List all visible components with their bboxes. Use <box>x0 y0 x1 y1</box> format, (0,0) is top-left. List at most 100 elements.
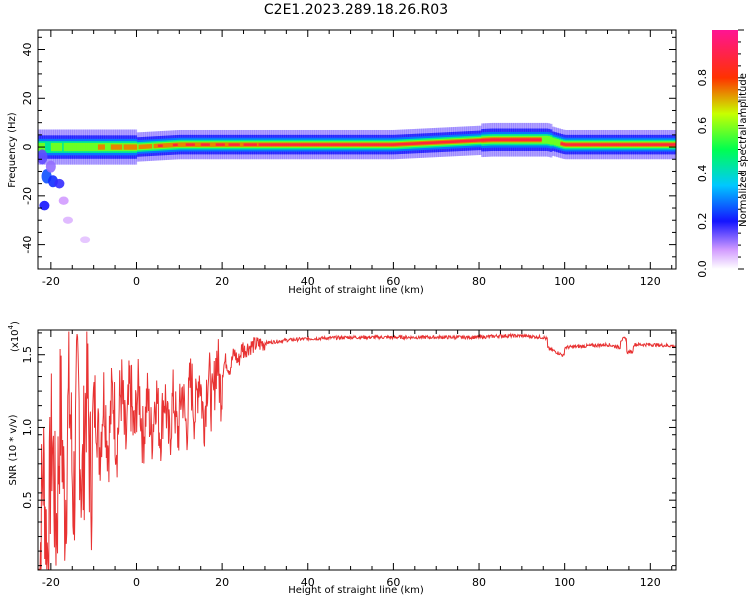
heat-cell <box>187 143 191 146</box>
heat-cell <box>290 143 294 146</box>
heat-cell <box>626 143 630 146</box>
heat-cell <box>380 143 384 146</box>
heat-cell <box>307 143 311 146</box>
heat-cell <box>339 143 343 146</box>
heat-cell <box>59 142 63 152</box>
heat-cell <box>631 143 634 146</box>
heat-cell <box>93 142 97 152</box>
spectrogram-ytick-label: -40 <box>21 236 34 254</box>
heat-cell <box>483 138 487 142</box>
heat-cell <box>219 143 223 146</box>
heat-cell <box>528 138 532 142</box>
heat-cell <box>408 142 412 146</box>
heat-cell <box>243 143 247 146</box>
heat-cell <box>215 143 219 146</box>
heat-speckle <box>58 196 69 205</box>
heat-speckle <box>80 236 91 244</box>
heat-cell <box>611 143 615 146</box>
spectrogram-band <box>157 138 676 148</box>
heat-cell <box>282 143 285 146</box>
heat-cell <box>80 142 84 152</box>
svg-text:(x104): (x104) <box>7 321 21 352</box>
heat-cell <box>502 138 506 142</box>
heat-cell <box>172 143 176 147</box>
heat-cell <box>72 142 75 152</box>
heat-cell <box>237 143 240 146</box>
spectrogram-ticks: -20 0 20 40 60 80 100 120 -40 -20 0 20 40 <box>21 30 676 288</box>
heat-cell <box>207 143 210 146</box>
heat-cell <box>318 143 322 146</box>
heat-cell <box>607 143 611 146</box>
heat-cell <box>603 143 606 146</box>
heat-cell <box>209 142 213 147</box>
heat-cell <box>273 143 277 146</box>
heat-cell <box>327 143 330 146</box>
heat-cell <box>656 143 660 146</box>
heat-cell <box>67 142 71 152</box>
spectrogram-heatmap <box>38 122 676 244</box>
heat-cell <box>136 143 140 151</box>
heat-cell <box>271 143 275 146</box>
heat-cell <box>346 143 350 146</box>
heat-cell <box>254 143 257 146</box>
heat-cell <box>549 136 553 145</box>
heat-cell <box>436 141 439 144</box>
heat-cell <box>468 139 472 143</box>
heat-cell <box>74 142 78 152</box>
heat-cell <box>404 142 407 146</box>
heat-cell <box>309 143 313 146</box>
heat-cell <box>491 138 495 142</box>
heat-cell <box>119 144 123 150</box>
heat-cell <box>297 143 300 146</box>
heat-cell <box>256 142 260 147</box>
heat-cell <box>455 140 459 143</box>
heat-cell <box>252 143 255 146</box>
heat-cell <box>104 142 108 152</box>
heat-cell <box>596 143 600 146</box>
heat-cell <box>249 143 253 146</box>
heat-cell <box>620 143 624 146</box>
heat-cell <box>639 143 643 146</box>
heat-cell <box>393 143 397 146</box>
heat-cell <box>305 143 309 146</box>
heat-cell <box>397 143 401 146</box>
heat-cell <box>82 142 86 152</box>
heat-cell <box>365 143 369 146</box>
heat-cell <box>609 143 613 146</box>
colorbar-gradient <box>712 30 738 269</box>
heat-cell <box>232 143 236 146</box>
heat-speckle <box>54 178 65 189</box>
heat-cell <box>566 143 570 146</box>
heat-cell <box>354 143 358 146</box>
heat-cell <box>530 138 534 142</box>
heat-cell <box>663 143 666 146</box>
heat-cell <box>601 143 604 146</box>
heat-cell <box>667 143 671 146</box>
heat-cell <box>170 142 174 148</box>
heat-cell <box>85 142 88 152</box>
spectrogram-frame <box>37 29 677 270</box>
heat-cell <box>166 143 170 148</box>
heat-cell <box>155 143 159 149</box>
heat-cell <box>421 141 424 145</box>
snr-frame <box>37 329 677 571</box>
heat-speckle <box>39 200 50 211</box>
heat-cell <box>125 144 129 150</box>
heat-cell <box>633 143 636 146</box>
heat-cell <box>553 138 557 146</box>
heat-cell <box>299 143 302 146</box>
heat-cell <box>185 143 189 146</box>
heat-cell <box>95 142 99 152</box>
colorbar: 0.0 0.2 0.4 0.6 0.8 Normalized spectral ampl… <box>696 29 749 278</box>
heat-cell <box>239 142 242 147</box>
heat-cell <box>568 143 572 146</box>
heat-cell <box>509 138 512 142</box>
heat-cell <box>622 143 626 146</box>
heat-cell <box>179 142 183 147</box>
heat-cell <box>367 143 371 146</box>
snr-ylabel: SNR (10 * v/v) <box>8 414 19 485</box>
heat-cell <box>476 139 480 142</box>
heat-cell <box>70 142 73 152</box>
heat-cell <box>374 143 377 146</box>
heat-cell <box>190 143 193 146</box>
